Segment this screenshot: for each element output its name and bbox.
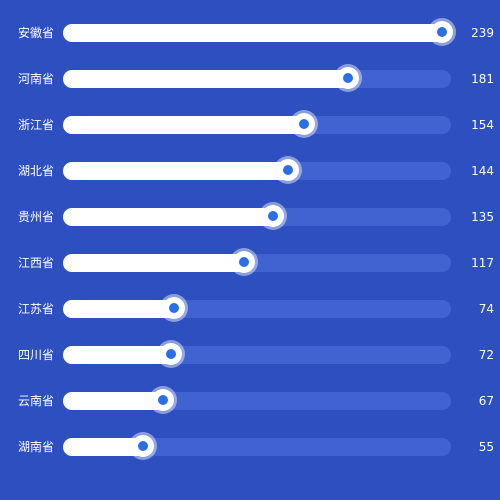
value-label: 74 (478, 302, 494, 316)
knob-dot-icon (437, 27, 447, 37)
bar-row: 江西省 117 (0, 251, 500, 273)
bar-fill (63, 343, 182, 365)
knob-dot-icon (268, 211, 279, 221)
value-label: 55 (478, 440, 494, 454)
bar-fill (63, 435, 155, 457)
bar-end-knob-icon (232, 251, 255, 273)
value-label: 239 (471, 26, 494, 40)
knob-dot-icon (299, 119, 309, 129)
bar-end-knob-icon (262, 205, 285, 227)
bar-row: 江苏省 74 (0, 297, 500, 319)
bar-row: 贵州省 135 (0, 205, 500, 227)
bar-fill (63, 113, 315, 135)
value-label: 72 (478, 348, 494, 362)
bar-track (63, 438, 451, 456)
knob-dot-icon (169, 303, 180, 313)
bar-end-knob-icon (159, 343, 182, 365)
knob-dot-icon (282, 165, 293, 175)
category-label: 江苏省 (18, 302, 55, 316)
category-label: 江西省 (18, 256, 55, 270)
category-label: 浙江省 (18, 118, 55, 132)
value-label: 144 (471, 164, 494, 178)
category-label: 四川省 (18, 348, 55, 362)
bar-end-knob-icon (336, 67, 359, 89)
bar-row: 河南省 181 (0, 67, 500, 89)
category-label: 河南省 (18, 72, 55, 86)
category-label: 云南省 (18, 394, 55, 408)
bar-end-knob-icon (163, 297, 186, 319)
bar-row: 云南省 67 (0, 389, 500, 411)
value-label: 154 (471, 118, 494, 132)
category-label: 湖南省 (18, 440, 55, 454)
bar-fill (63, 205, 285, 227)
knob-dot-icon (238, 257, 249, 267)
bar-end-knob-icon (276, 159, 299, 181)
value-label: 67 (478, 394, 494, 408)
knob-dot-icon (157, 395, 168, 405)
bar-fill (63, 297, 186, 319)
bar-end-knob-icon (132, 435, 155, 457)
bar-row: 安徽省 239 (0, 21, 500, 43)
category-label: 安徽省 (18, 26, 55, 40)
bar-end-knob-icon (151, 389, 174, 411)
category-label: 湖北省 (18, 164, 55, 178)
bar-row: 湖北省 144 (0, 159, 500, 181)
bar-fill (63, 159, 299, 181)
bar-fill (63, 251, 255, 273)
knob-dot-icon (342, 73, 353, 83)
category-label: 贵州省 (18, 210, 55, 224)
bar-end-knob-icon (293, 113, 315, 135)
value-label: 135 (471, 210, 494, 224)
bar-end-knob-icon (431, 21, 453, 43)
bar-fill (63, 21, 453, 43)
value-label: 117 (471, 256, 494, 270)
knob-dot-icon (165, 349, 176, 359)
bar-fill (63, 67, 359, 89)
value-label: 181 (471, 72, 494, 86)
bar-fill (63, 389, 174, 411)
bar-row: 湖南省 55 (0, 435, 500, 457)
bar-row: 四川省 72 (0, 343, 500, 365)
knob-dot-icon (138, 441, 149, 451)
bar-row: 浙江省 154 (0, 113, 500, 135)
